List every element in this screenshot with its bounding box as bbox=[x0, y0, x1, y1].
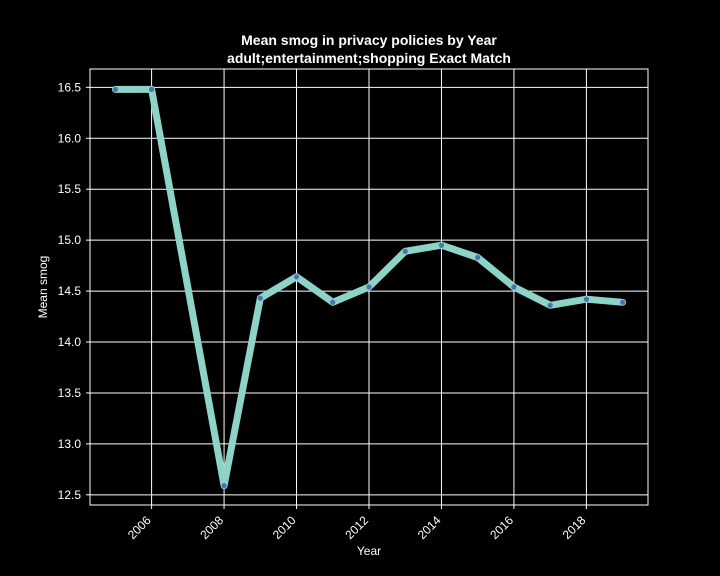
x-axis: 2006 2008 2010 2012 2014 2016 2018 bbox=[125, 505, 589, 542]
y-tick-label: 14.5 bbox=[58, 284, 82, 298]
y-tick-label: 14.0 bbox=[58, 335, 82, 349]
data-point bbox=[293, 274, 300, 280]
x-tick-label: 2006 bbox=[125, 513, 154, 542]
x-tick-label: 2012 bbox=[342, 513, 371, 542]
data-point bbox=[583, 296, 590, 302]
y-tick-label: 13.0 bbox=[58, 437, 82, 451]
data-point bbox=[257, 295, 263, 301]
x-tick-label: 2010 bbox=[270, 513, 299, 542]
data-point bbox=[148, 86, 155, 92]
x-tick-label: 2014 bbox=[415, 513, 444, 542]
data-point bbox=[475, 254, 481, 261]
data-point bbox=[620, 299, 626, 305]
y-tick-label: 13.5 bbox=[58, 386, 82, 400]
x-axis-label: Year bbox=[357, 544, 381, 558]
data-point bbox=[547, 302, 553, 308]
chart-subtitle: adult;entertainment;shopping Exact Match bbox=[227, 50, 511, 66]
x-tick-label: 2018 bbox=[560, 513, 589, 542]
data-point bbox=[402, 248, 408, 254]
data-point bbox=[438, 242, 445, 248]
series-line bbox=[111, 85, 627, 490]
data-point bbox=[511, 284, 517, 290]
y-tick-label: 15.5 bbox=[58, 182, 82, 196]
y-tick-label: 12.5 bbox=[58, 488, 82, 502]
y-tick-label: 16.0 bbox=[58, 131, 82, 145]
y-tick-label: 15.0 bbox=[58, 233, 82, 247]
data-point bbox=[330, 299, 336, 305]
x-tick-label: 2016 bbox=[487, 513, 516, 542]
x-tick-label: 2008 bbox=[197, 513, 226, 542]
data-point bbox=[366, 284, 372, 290]
series-group bbox=[111, 85, 627, 490]
data-point bbox=[221, 483, 227, 489]
y-tick-label: 16.5 bbox=[58, 80, 82, 94]
y-axis: 12.5 13.0 13.5 14.0 14.5 15.0 15.5 16.0 16.5 bbox=[58, 80, 90, 502]
data-point bbox=[112, 86, 118, 92]
y-axis-label: Mean smog bbox=[36, 256, 50, 319]
chart-title: Mean smog in privacy policies by Year bbox=[241, 32, 497, 48]
